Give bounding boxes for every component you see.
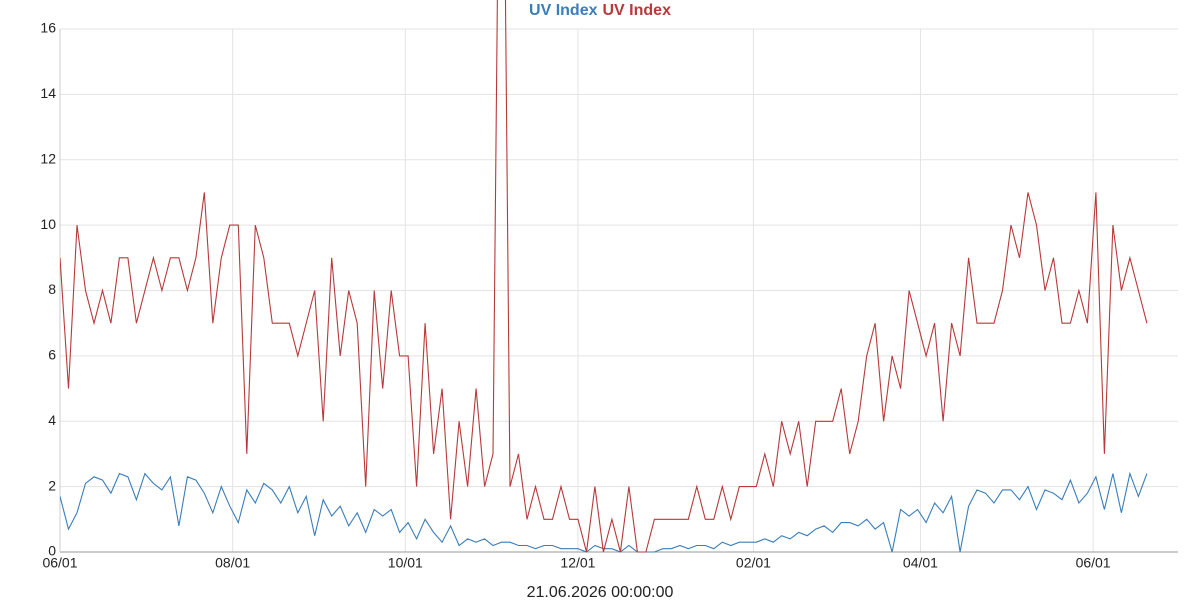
legend-entry: UV Index [603,2,672,19]
legend-entry: UV Index [529,2,598,19]
y-tick-label: 8 [48,281,56,297]
x-tick-label: 08/01 [215,555,250,571]
y-tick-label: 16 [40,20,56,36]
x-tick-label: 10/01 [388,555,423,571]
y-tick-label: 4 [48,412,56,428]
y-tick-label: 0 [48,543,56,559]
y-tick-label: 12 [40,150,56,166]
y-tick-label: 2 [48,477,56,493]
grid: 0 2 4 6 8 10 12 14 16 06/01 08/01 10/01 12/01 02/01 04… [40,20,1178,571]
legend: UV Index UV Index [529,2,671,19]
y-tick-label: 14 [40,85,56,101]
x-axis-label: 21.06.2026 00:00:00 [527,584,674,600]
x-tick-label: 06/01 [1076,555,1111,571]
x-tick-label: 06/01 [42,555,77,571]
x-tick-label: 12/01 [560,555,595,571]
y-tick-label: 10 [40,216,56,232]
x-tick-label: 04/01 [903,555,938,571]
data-line [60,0,1148,553]
x-tick-label: 02/01 [736,555,771,571]
y-tick-label: 6 [48,347,56,363]
data-line [60,471,1148,553]
plot-area [60,0,1148,553]
